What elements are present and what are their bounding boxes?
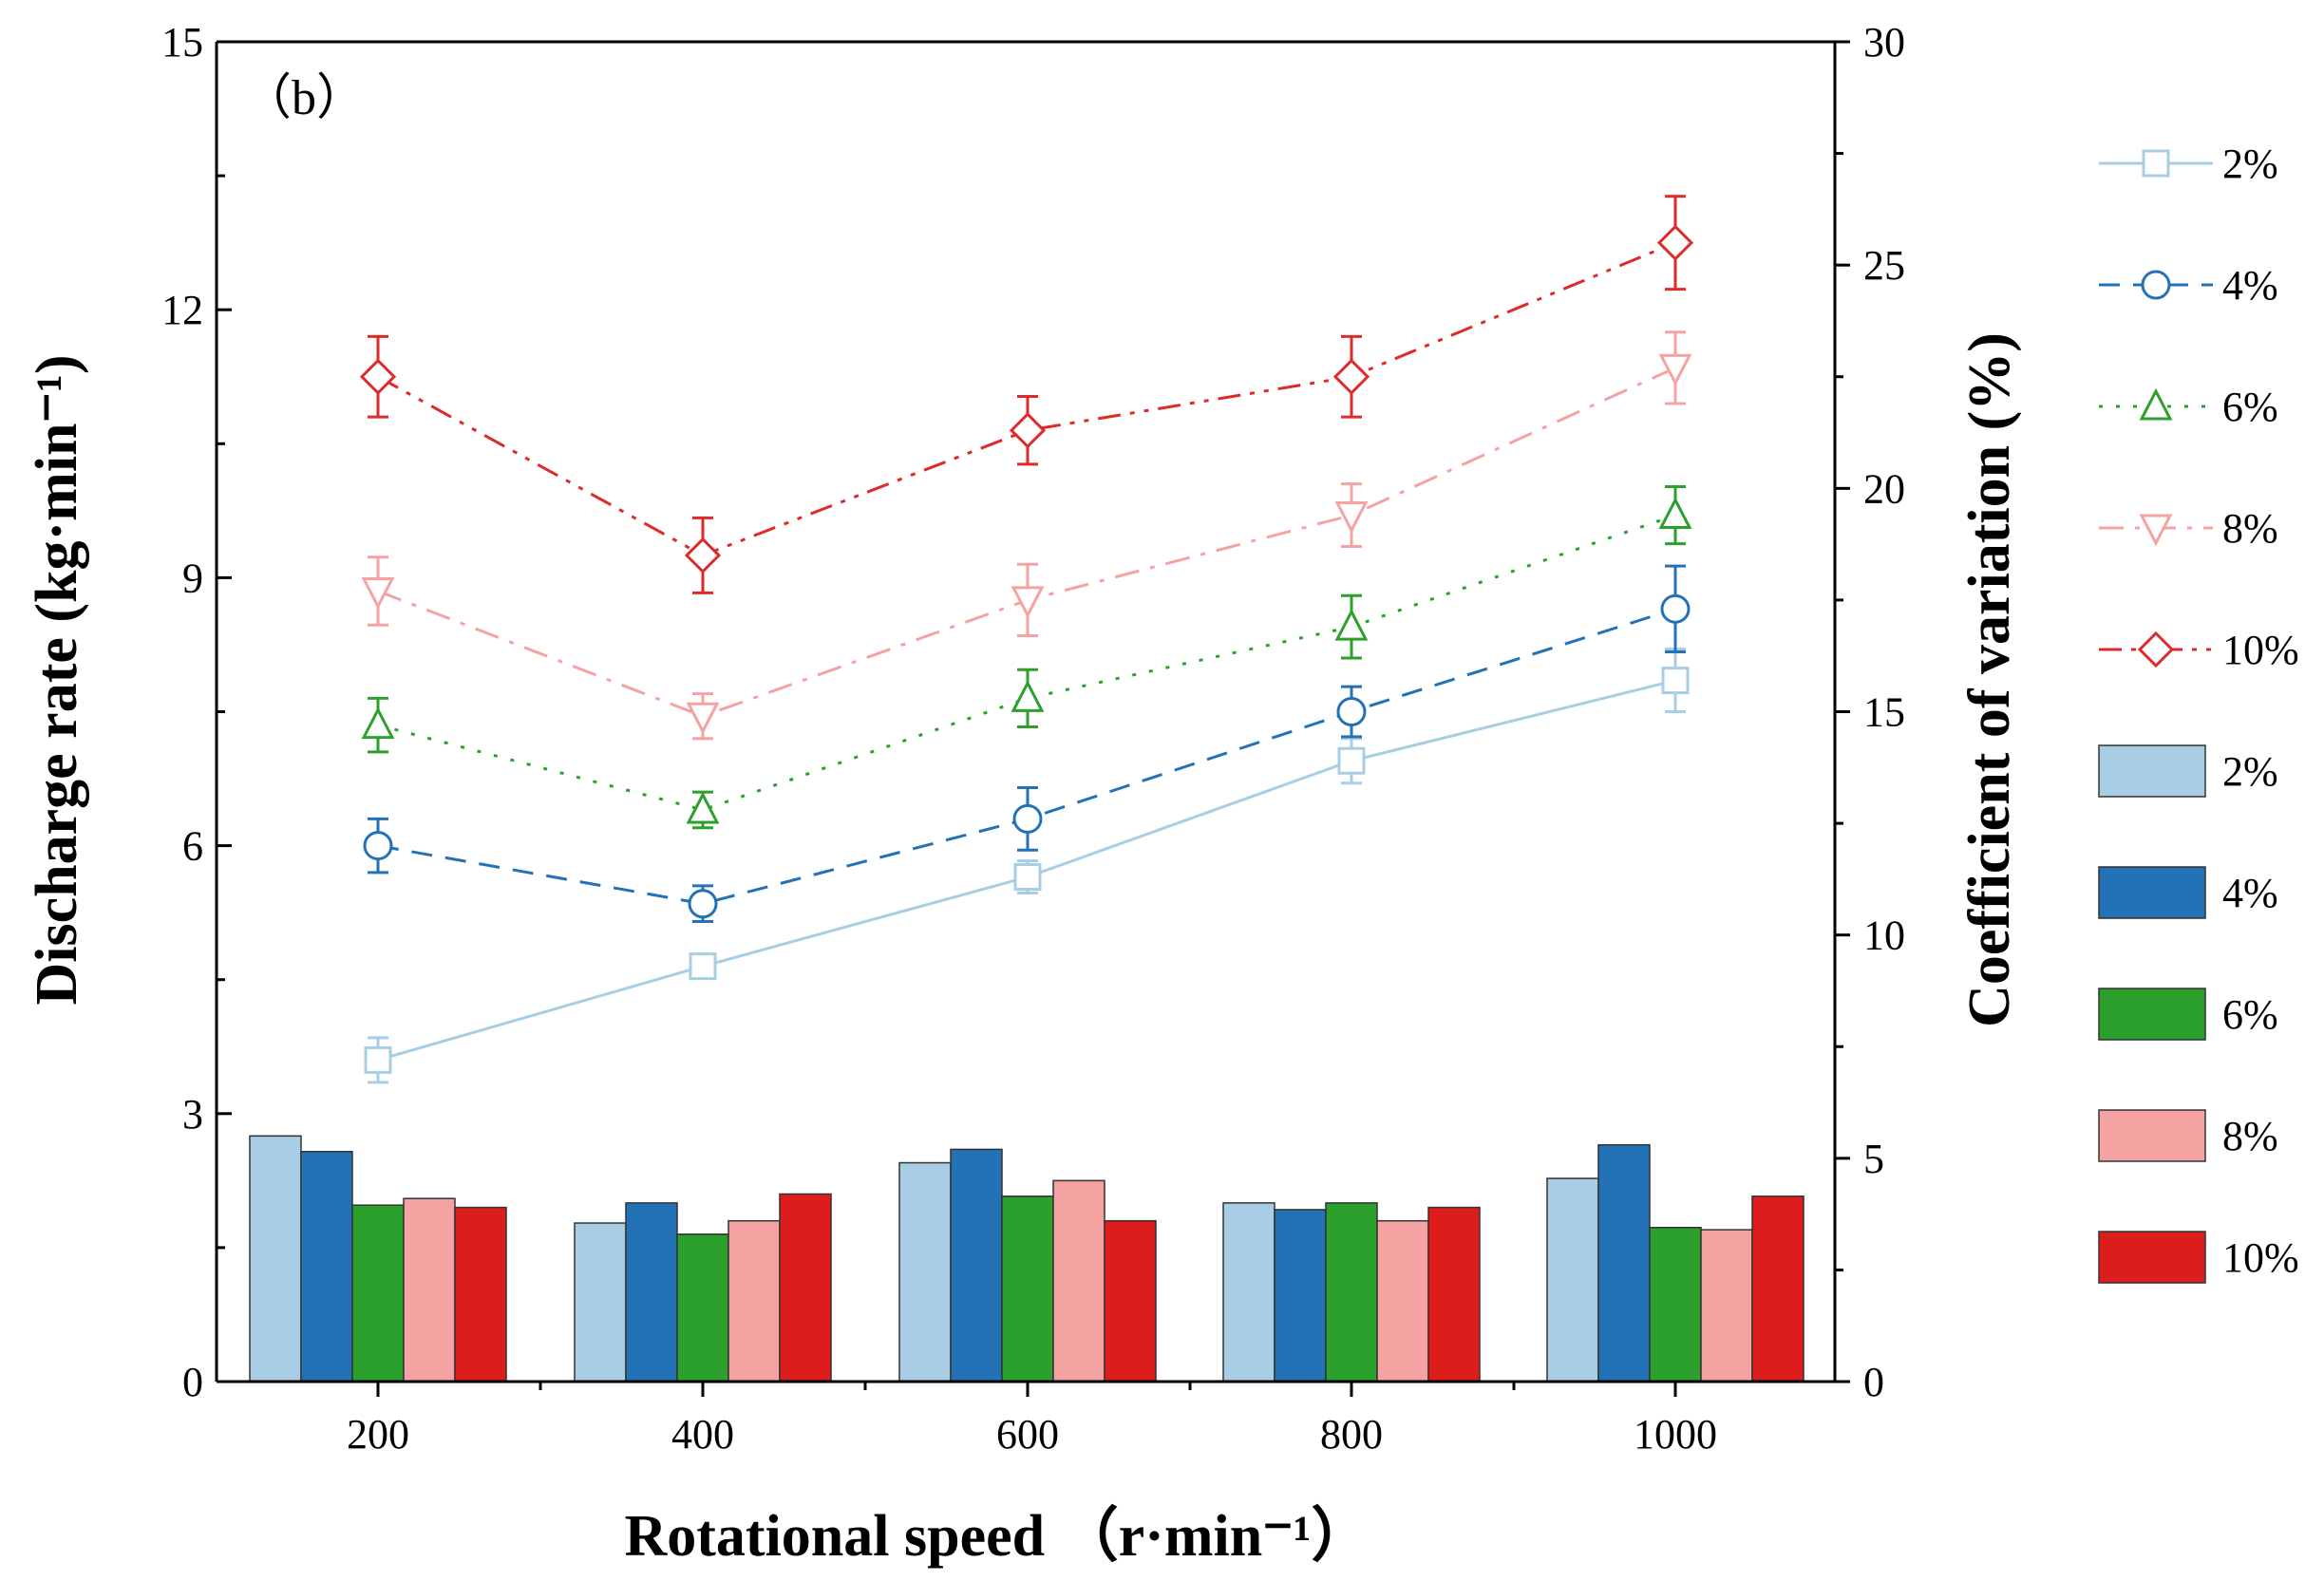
legend-label-line-8pct: 8% (2222, 505, 2278, 552)
panel-label: （b） (242, 71, 366, 125)
bar-8pct-1000 (1700, 1229, 1753, 1383)
bar-4pct-800 (1274, 1209, 1327, 1383)
x-tick-label: 200 (347, 1411, 409, 1458)
legend-swatch-2pct (2098, 744, 2206, 798)
y-right-tick-label: 25 (1863, 242, 1905, 289)
point-4pct-600 (1012, 803, 1043, 834)
legend-marker-10pct (2137, 631, 2175, 668)
legend-swatch-8pct (2098, 1109, 2206, 1162)
series-line-6pct (377, 514, 1676, 812)
bar-10pct-200 (454, 1206, 507, 1383)
y-right-tick-label: 0 (1863, 1359, 1884, 1405)
x-tick-label: 400 (671, 1411, 734, 1458)
bar-6pct-200 (351, 1204, 405, 1383)
legend-swatch-10pct (2098, 1231, 2206, 1284)
legend-label-bar-4pct: 4% (2222, 870, 2278, 916)
legend-marker-4pct (2141, 270, 2171, 300)
point-2pct-1000 (1661, 667, 1690, 695)
y-right-tick-label: 10 (1863, 913, 1905, 959)
y-left-tick-label: 0 (182, 1359, 203, 1405)
point-6pct-1000 (1658, 497, 1692, 530)
point-8pct-400 (686, 702, 720, 735)
axes-layer: 0 3 6 9 12 15 0 5 10 15 20 25 30 200 400 600 800 1000 (161, 19, 1905, 1458)
x-tick-label: 600 (996, 1411, 1059, 1458)
bar-4pct-1000 (1597, 1143, 1651, 1383)
point-2pct-200 (364, 1045, 392, 1074)
point-6pct-800 (1334, 608, 1369, 641)
point-10pct-200 (359, 358, 397, 395)
y-axis-left-title: Discharge rate (kg·min⁻¹) (25, 355, 89, 1006)
bar-4pct-600 (950, 1148, 1003, 1383)
point-10pct-1000 (1656, 224, 1694, 261)
bar-6pct-600 (1001, 1195, 1054, 1383)
legend-marker-2pct (2142, 149, 2170, 178)
x-axis-title: Rotational speed （r·min⁻¹） (625, 1502, 1370, 1569)
y-left-tick-label: 12 (161, 287, 203, 333)
y-right-tick-label: 20 (1863, 465, 1905, 512)
point-10pct-600 (1009, 412, 1047, 449)
bar-6pct-800 (1325, 1202, 1378, 1383)
bar-8pct-600 (1052, 1179, 1105, 1383)
legend-swatch-6pct (2098, 988, 2206, 1041)
bar-10pct-800 (1427, 1206, 1481, 1383)
bar-6pct-400 (676, 1233, 729, 1383)
legend-label-bar-6pct: 6% (2222, 991, 2278, 1038)
x-tick-label: 1000 (1634, 1411, 1717, 1458)
legend-label-bar-8pct: 8% (2222, 1113, 2278, 1159)
point-10pct-400 (684, 536, 722, 574)
y-axis-right-title: Coefficient of variation (%) (1957, 332, 2022, 1027)
point-4pct-800 (1336, 697, 1367, 726)
bar-10pct-1000 (1751, 1195, 1804, 1383)
legend-swatch-4pct (2098, 866, 2206, 919)
point-4pct-1000 (1660, 593, 1691, 624)
point-4pct-200 (363, 831, 393, 861)
legend-label-line-2pct: 2% (2222, 141, 2278, 187)
bar-2pct-600 (898, 1161, 952, 1383)
bar-4pct-400 (625, 1202, 678, 1383)
bar-2pct-1000 (1546, 1177, 1599, 1383)
legend-label-line-4pct: 4% (2222, 262, 2278, 309)
bar-10pct-400 (779, 1193, 832, 1383)
y-right-tick-label: 30 (1863, 19, 1905, 66)
bar-4pct-200 (300, 1151, 353, 1383)
legend-label-bar-10pct: 10% (2222, 1234, 2299, 1281)
point-8pct-1000 (1658, 353, 1692, 386)
bar-2pct-400 (574, 1222, 627, 1383)
point-6pct-400 (686, 791, 720, 824)
y-right-tick-label: 5 (1863, 1136, 1884, 1182)
legend-label-bar-2pct: 2% (2222, 748, 2278, 795)
point-6pct-200 (361, 706, 395, 740)
x-tick-label: 800 (1320, 1411, 1383, 1458)
point-8pct-200 (361, 577, 395, 610)
legend: 2% 4% 6% 8% 10% 2% 4% 6% 8% 10% (2098, 141, 2299, 1284)
legend-label-line-10pct: 10% (2222, 627, 2299, 673)
bars-layer (249, 1135, 1804, 1383)
point-6pct-600 (1011, 680, 1045, 712)
y-left-tick-label: 15 (161, 19, 203, 66)
point-10pct-800 (1332, 358, 1370, 395)
point-4pct-400 (688, 889, 718, 919)
y-left-tick-label: 6 (182, 823, 203, 870)
point-2pct-600 (1013, 863, 1042, 892)
bar-2pct-800 (1222, 1202, 1275, 1383)
lines-layer (359, 195, 1694, 1084)
legend-marker-8pct (2139, 514, 2173, 547)
point-8pct-800 (1334, 501, 1369, 534)
point-8pct-600 (1011, 586, 1045, 619)
bar-6pct-1000 (1649, 1226, 1702, 1383)
bar-2pct-200 (249, 1135, 302, 1383)
y-right-tick-label: 15 (1863, 689, 1905, 736)
legend-marker-6pct (2139, 387, 2173, 421)
legend-label-line-6pct: 6% (2222, 384, 2278, 430)
y-left-tick-label: 3 (182, 1091, 203, 1138)
point-2pct-800 (1337, 746, 1366, 775)
point-2pct-400 (689, 952, 717, 981)
bar-10pct-600 (1104, 1219, 1157, 1383)
y-left-tick-label: 9 (182, 555, 203, 601)
bar-8pct-800 (1376, 1219, 1429, 1383)
bar-8pct-200 (403, 1197, 456, 1383)
bar-8pct-400 (727, 1219, 781, 1383)
